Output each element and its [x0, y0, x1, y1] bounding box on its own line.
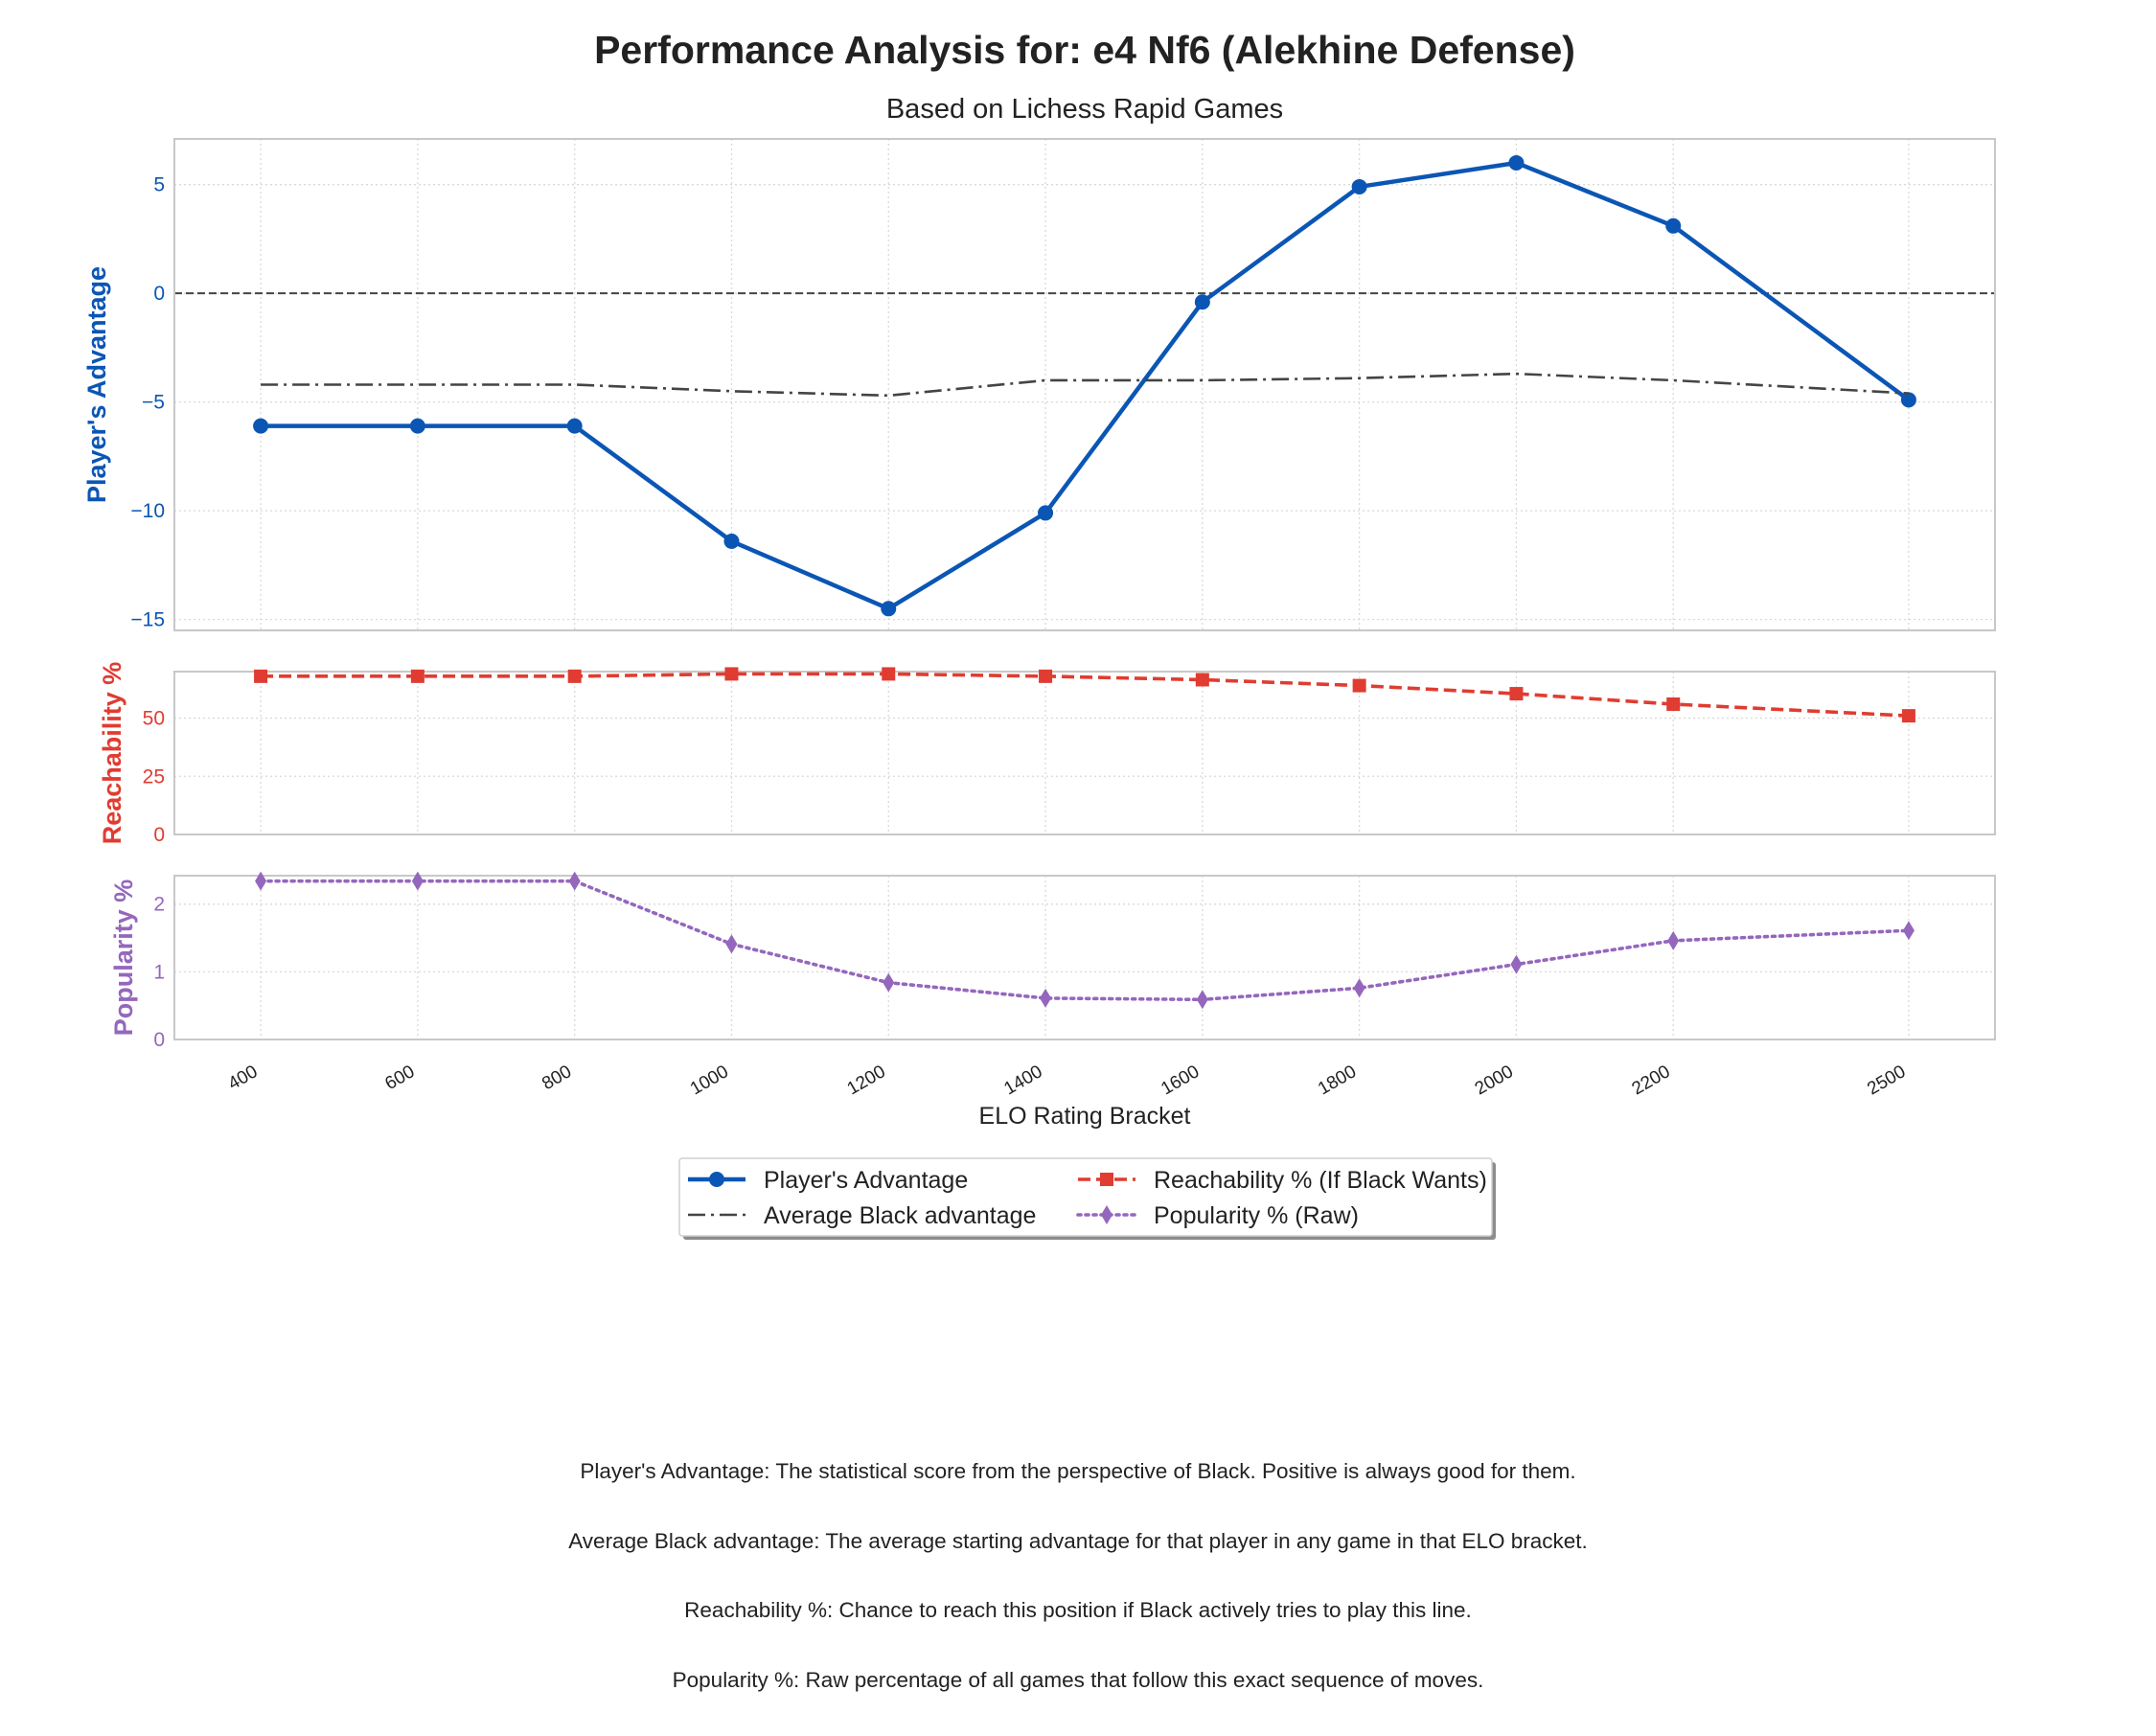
data-point: [1196, 674, 1209, 687]
data-point: [1039, 670, 1052, 683]
data-point: [1509, 687, 1523, 700]
data-point: [725, 934, 737, 953]
data-point: [1353, 679, 1366, 693]
data-point: [724, 667, 738, 680]
panel-reachability: 50 25 0 Reachability %: [98, 662, 1995, 846]
data-point: [254, 670, 267, 683]
data-point: [412, 872, 424, 891]
data-point: [1352, 179, 1367, 194]
x-tick-label: 1600: [1158, 1062, 1203, 1099]
x-tick-label: 800: [539, 1062, 575, 1094]
panel-popularity: 2 1 0 Popularity %: [109, 872, 1995, 1051]
data-point: [569, 872, 581, 891]
data-point: [881, 601, 896, 616]
note-reachability: Reachability %: Chance to reach this pos…: [0, 1597, 2156, 1667]
y-tick-label: 25: [143, 765, 165, 788]
y-tick-label: 2: [153, 894, 165, 916]
legend-label: Average Black advantage: [764, 1202, 1036, 1229]
data-point: [1666, 697, 1680, 711]
chart-subtitle: Based on Lichess Rapid Games: [886, 94, 1283, 125]
note-average-black-advantage: Average Black advantage: The average sta…: [0, 1528, 2156, 1598]
data-point: [1667, 931, 1679, 950]
note-popularity: Popularity %: Raw percentage of all game…: [0, 1667, 2156, 1736]
y-axis-label-popularity: Popularity %: [109, 879, 138, 1037]
series-popularity-raw: [255, 872, 1915, 1010]
y-tick-label: 50: [143, 708, 165, 730]
y-tick-label: 0: [153, 824, 165, 846]
x-axis-label: ELO Rating Bracket: [979, 1103, 1191, 1130]
y-axis-label-player-s-advantage: Player's Advantage: [82, 266, 111, 503]
y-tick-label: 1: [153, 961, 165, 983]
series-line-reachability-if-black-wants: [261, 674, 1909, 716]
x-tick-label: 2200: [1629, 1062, 1674, 1099]
y-tick-label: 0: [153, 283, 165, 305]
data-point: [723, 534, 739, 549]
data-point: [411, 670, 424, 683]
data-point: [1038, 505, 1053, 520]
series-line-popularity-raw: [261, 881, 1909, 1000]
x-tick-label: 1000: [687, 1062, 732, 1099]
data-point: [255, 872, 266, 891]
plot-frame: [174, 672, 1995, 834]
y-axis-label-reachability: Reachability %: [98, 662, 126, 845]
legend-label: Popularity % (Raw): [1154, 1202, 1359, 1229]
x-tick-label: 2000: [1472, 1062, 1517, 1099]
data-point: [1903, 921, 1915, 940]
data-point: [1195, 294, 1210, 309]
y-tick-label: 5: [153, 174, 165, 196]
panel-player-s-advantage: 5 0 −5 −10 −15 Player's Advantage: [82, 139, 1995, 631]
data-point: [883, 973, 894, 993]
series-player-s-advantage: [253, 155, 1916, 616]
data-point: [882, 667, 895, 680]
data-point: [1040, 989, 1051, 1008]
data-point: [1902, 709, 1915, 722]
plot-frame: [174, 876, 1995, 1039]
x-tick-label: 400: [225, 1062, 262, 1094]
chart-title: Performance Analysis for: e4 Nf6 (Alekhi…: [594, 28, 1575, 72]
x-tick-label: 600: [381, 1062, 418, 1094]
legend-marker: [1100, 1173, 1113, 1186]
y-tick-label: −15: [130, 609, 165, 631]
data-point: [410, 419, 425, 434]
legend-label: Reachability % (If Black Wants): [1154, 1167, 1487, 1194]
series-average-black-advantage: [261, 374, 1909, 396]
data-point: [253, 419, 268, 434]
plot-frame: [174, 139, 1995, 630]
x-tick-label: 1800: [1315, 1062, 1360, 1099]
data-point: [567, 419, 583, 434]
series-reachability-if-black-wants: [254, 667, 1915, 722]
legend: Player's Advantage Reachability % (If Bla…: [679, 1158, 1496, 1240]
data-point: [1508, 155, 1524, 171]
y-tick-label: 0: [153, 1029, 165, 1051]
legend-marker: [709, 1172, 724, 1187]
note-players-advantage: Player's Advantage: The statistical scor…: [0, 1458, 2156, 1528]
legend-label: Player's Advantage: [764, 1167, 968, 1194]
data-point: [1354, 978, 1365, 997]
x-tick-label: 1200: [844, 1062, 889, 1099]
y-tick-label: −10: [130, 500, 165, 522]
x-tick-label: 2500: [1864, 1062, 1909, 1099]
data-point: [568, 670, 582, 683]
data-point: [1665, 218, 1681, 234]
notes-section: Player's Advantage: The statistical scor…: [0, 1458, 2156, 1736]
y-tick-label: −5: [142, 392, 165, 414]
x-axis-ticks: 400 600 800 1000 1200 1400 1600 1800 2000 2200 250…: [225, 1062, 1910, 1099]
series-line-average-black-advantage: [261, 374, 1909, 396]
data-point: [1510, 955, 1522, 974]
data-point: [1901, 392, 1916, 407]
x-tick-label: 1400: [1000, 1062, 1045, 1099]
data-point: [1197, 990, 1208, 1009]
